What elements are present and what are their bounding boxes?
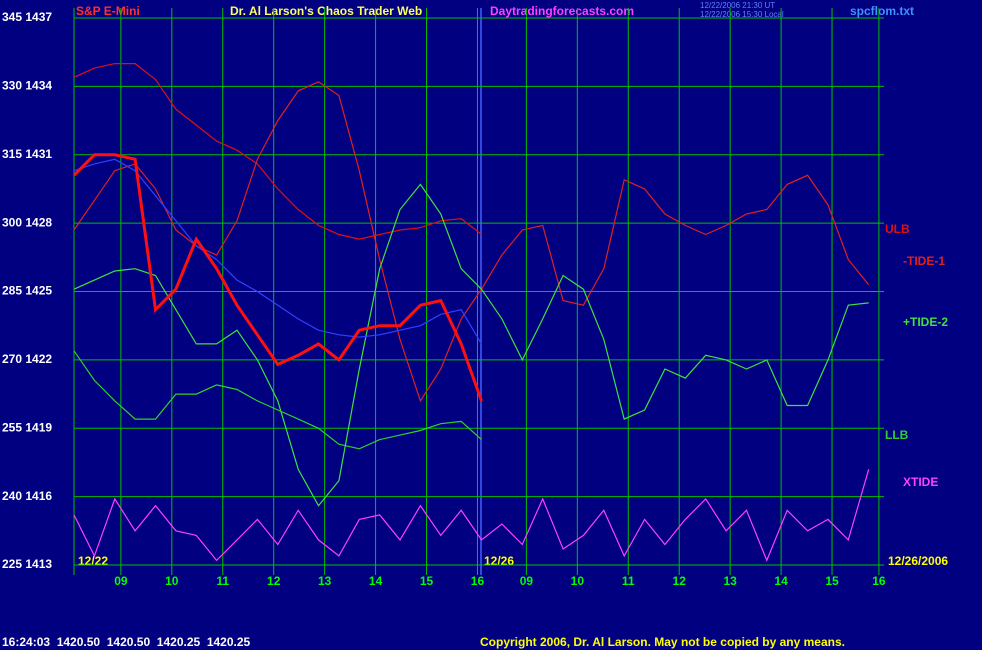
- x-tick-label: 09: [520, 574, 534, 588]
- x-tick-label: 12: [673, 574, 687, 588]
- stamp-ut: 12/22/2006 21:30 UT: [700, 1, 775, 10]
- overlay-line: [72, 153, 483, 402]
- x-tick-label: 14: [774, 574, 788, 588]
- legend-label: ULB: [885, 222, 910, 236]
- series-line: [73, 63, 482, 240]
- y-tick-label: 345 1437: [2, 10, 52, 24]
- legend-label: XTIDE: [903, 475, 938, 489]
- x-tick-label: 15: [825, 574, 839, 588]
- date-label: 12/26: [484, 554, 514, 568]
- legend-label: -TIDE-1: [903, 254, 945, 268]
- stamp-local: 12/22/2006 15:30 Local: [700, 10, 784, 19]
- file-name: spcflom.txt: [850, 4, 914, 18]
- symbol: S&P E-Mini: [76, 4, 140, 18]
- y-tick-label: 255 1419: [2, 420, 52, 434]
- x-tick-label: 11: [622, 574, 635, 588]
- legend-label: +TIDE-2: [903, 315, 948, 329]
- x-tick-label: 15: [420, 574, 434, 588]
- chart-title: Dr. Al Larson's Chaos Trader Web: [230, 4, 422, 18]
- series-line: [73, 81, 870, 403]
- y-tick-label: 225 1413: [2, 557, 52, 571]
- y-tick-label: 315 1431: [2, 147, 52, 161]
- date-label: 12/26/2006: [888, 554, 948, 568]
- x-tick-label: 14: [369, 574, 383, 588]
- overlay-line: [73, 158, 483, 345]
- date-label: 12/22: [78, 554, 108, 568]
- x-tick-label: 09: [114, 574, 128, 588]
- x-tick-label: 10: [571, 574, 585, 588]
- x-tick-label: 10: [165, 574, 179, 588]
- y-tick-label: 270 1422: [2, 352, 52, 366]
- y-tick-label: 285 1425: [2, 284, 52, 298]
- x-tick-label: 11: [216, 574, 229, 588]
- y-tick-label: 330 1434: [2, 79, 52, 93]
- series-line: [73, 350, 482, 450]
- legend-label: LLB: [885, 428, 909, 442]
- series-line: [73, 183, 869, 507]
- y-tick-label: 300 1428: [2, 215, 52, 229]
- copyright: Copyright 2006, Dr. Al Larson. May not b…: [480, 635, 845, 649]
- site: Daytradingforecasts.com: [490, 4, 634, 18]
- x-tick-label: 16: [872, 574, 886, 588]
- series-line: [73, 469, 870, 562]
- x-tick-label: 16: [471, 574, 485, 588]
- quote: 16:24:03 1420.50 1420.50 1420.25 1420.25: [2, 635, 251, 649]
- y-tick-label: 240 1416: [2, 489, 52, 503]
- x-tick-label: 13: [318, 574, 332, 588]
- x-tick-label: 13: [723, 574, 737, 588]
- x-tick-label: 12: [267, 574, 281, 588]
